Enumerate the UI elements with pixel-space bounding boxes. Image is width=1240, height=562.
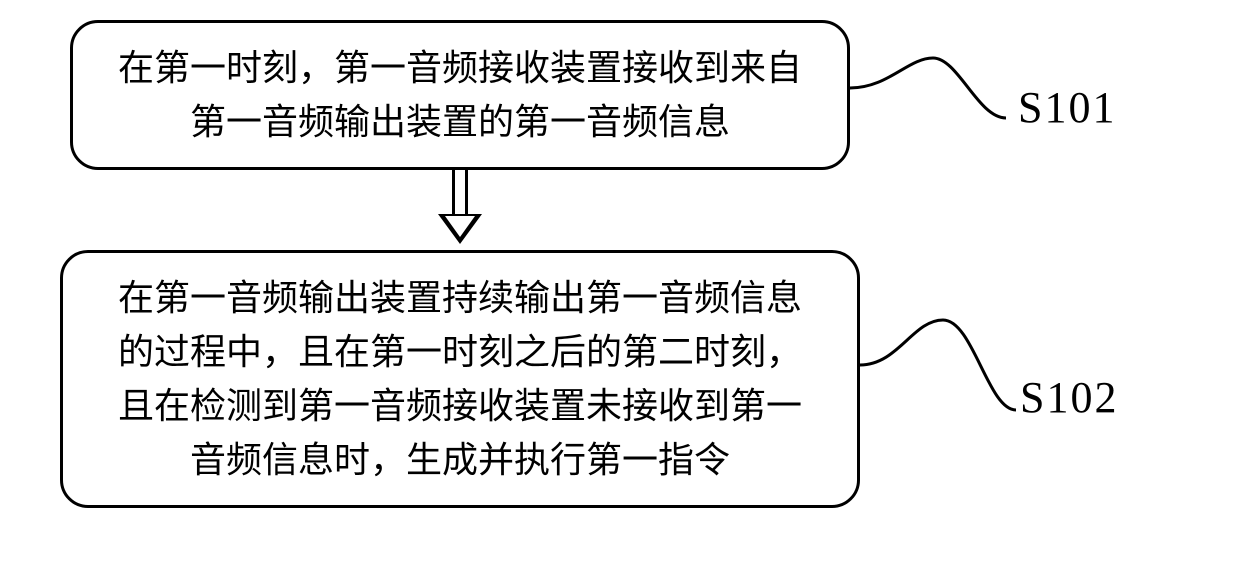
step-label-s101: S101 <box>1018 82 1116 133</box>
arrow-s101-to-s102 <box>70 170 850 250</box>
node-text-line: 音频信息时，生成并执行第一指令 <box>93 433 827 487</box>
flow-node-s102: 在第一音频输出装置持续输出第一音频信息 的过程中，且在第一时刻之后的第二时刻， … <box>60 250 860 508</box>
step-label-s102: S102 <box>1020 372 1118 423</box>
node-text-line: 在第一时刻，第一音频接收装置接收到来自 <box>103 41 817 95</box>
connector-s101 <box>848 50 1008 130</box>
flowchart-container: 在第一时刻，第一音频接收装置接收到来自 第一音频输出装置的第一音频信息 S101… <box>60 20 1180 508</box>
arrow-head-inner <box>445 216 475 237</box>
connector-s102 <box>858 310 1018 420</box>
node-text-line: 的过程中，且在第一时刻之后的第二时刻， <box>93 325 827 379</box>
node-text-line: 第一音频输出装置的第一音频信息 <box>103 95 817 149</box>
flow-node-s101: 在第一时刻，第一音频接收装置接收到来自 第一音频输出装置的第一音频信息 <box>70 20 850 170</box>
node-text-line: 在第一音频输出装置持续输出第一音频信息 <box>93 271 827 325</box>
node-text-line: 且在检测到第一音频接收装置未接收到第一 <box>93 379 827 433</box>
arrow-shaft <box>452 170 468 216</box>
